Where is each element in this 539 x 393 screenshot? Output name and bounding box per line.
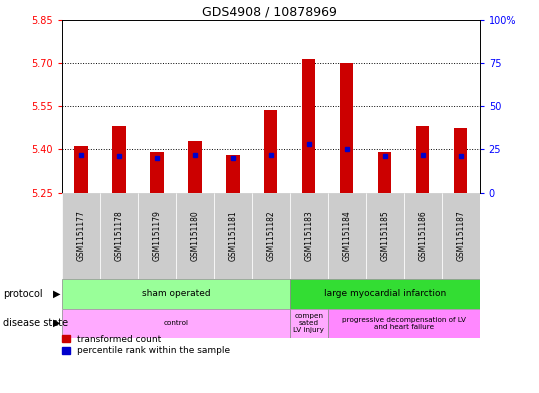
- Bar: [340, 63, 354, 193]
- Bar: [176, 193, 214, 279]
- Text: GSM1151178: GSM1151178: [114, 210, 123, 261]
- Bar: [112, 126, 126, 193]
- Bar: [442, 193, 480, 279]
- Bar: [252, 193, 290, 279]
- Text: ▶: ▶: [53, 318, 60, 328]
- Bar: [226, 155, 239, 193]
- Bar: [290, 193, 328, 279]
- Text: GSM1151185: GSM1151185: [381, 210, 389, 261]
- Text: control: control: [163, 320, 189, 326]
- Bar: [74, 147, 88, 193]
- Bar: [302, 59, 315, 193]
- Text: ▶: ▶: [53, 289, 60, 299]
- Bar: [416, 126, 430, 193]
- Text: GDS4908 / 10878969: GDS4908 / 10878969: [202, 6, 337, 19]
- Text: GSM1151186: GSM1151186: [418, 210, 427, 261]
- Bar: [404, 193, 442, 279]
- Text: GSM1151187: GSM1151187: [456, 210, 465, 261]
- Legend: transformed count, percentile rank within the sample: transformed count, percentile rank withi…: [58, 331, 234, 359]
- Text: GSM1151182: GSM1151182: [266, 211, 275, 261]
- Text: progressive decompensation of LV
and heart failure: progressive decompensation of LV and hea…: [342, 317, 466, 330]
- Text: large myocardial infarction: large myocardial infarction: [323, 289, 446, 298]
- Bar: [378, 152, 391, 193]
- Bar: [62, 309, 290, 338]
- Text: disease state: disease state: [3, 318, 68, 328]
- Text: GSM1151179: GSM1151179: [153, 210, 161, 261]
- Bar: [100, 193, 138, 279]
- Bar: [214, 193, 252, 279]
- Bar: [290, 309, 328, 338]
- Bar: [454, 128, 467, 193]
- Text: GSM1151181: GSM1151181: [229, 211, 237, 261]
- Text: GSM1151177: GSM1151177: [77, 210, 86, 261]
- Text: GSM1151184: GSM1151184: [342, 210, 351, 261]
- Bar: [62, 279, 290, 309]
- Bar: [366, 193, 404, 279]
- Bar: [188, 141, 202, 193]
- Text: GSM1151180: GSM1151180: [190, 210, 199, 261]
- Bar: [264, 110, 278, 193]
- Text: protocol: protocol: [3, 289, 43, 299]
- Bar: [150, 152, 163, 193]
- Text: GSM1151183: GSM1151183: [305, 210, 313, 261]
- Bar: [328, 193, 366, 279]
- Bar: [290, 279, 480, 309]
- Text: sham operated: sham operated: [142, 289, 210, 298]
- Bar: [138, 193, 176, 279]
- Bar: [62, 193, 100, 279]
- Bar: [328, 309, 480, 338]
- Text: compen
sated
LV injury: compen sated LV injury: [293, 313, 324, 333]
